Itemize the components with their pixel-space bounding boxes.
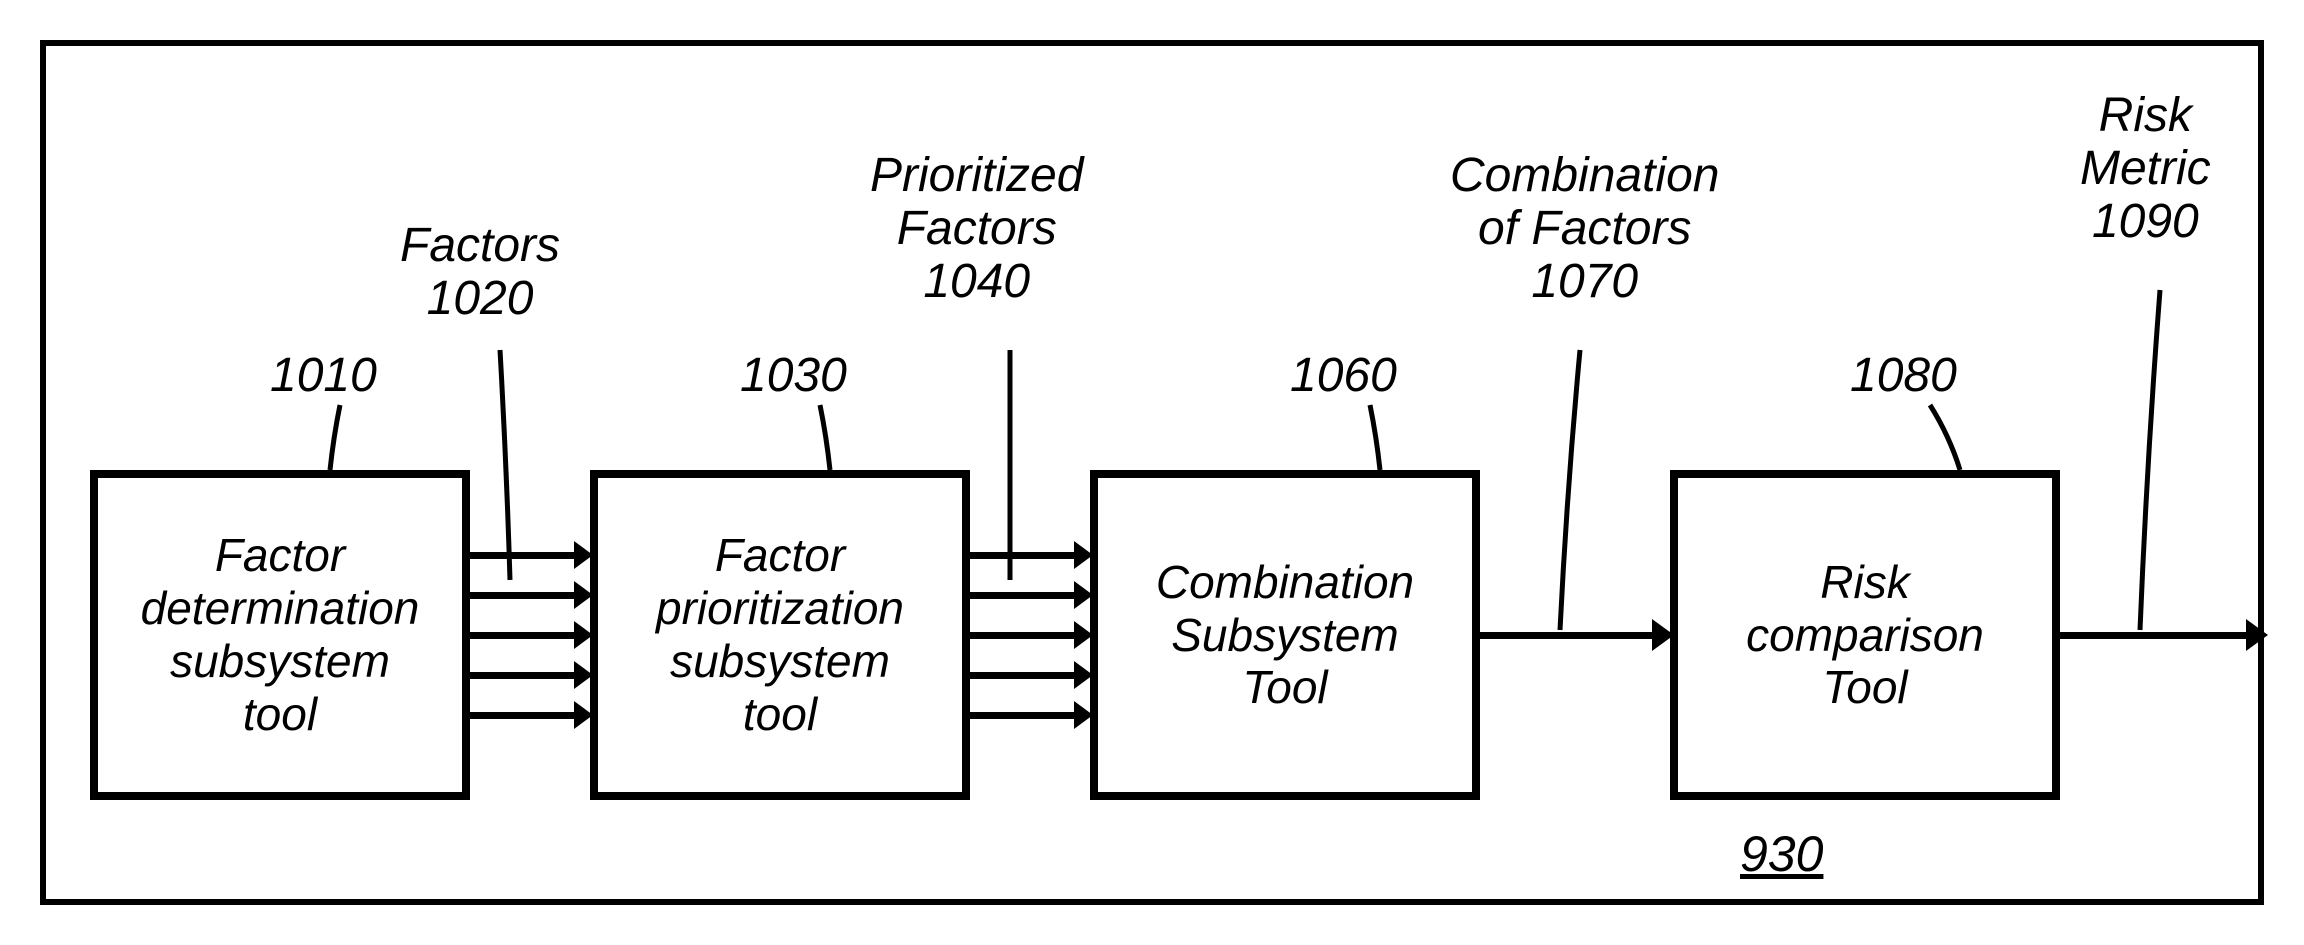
arrow-c12-1 <box>470 592 590 599</box>
arrow-shaft <box>970 672 1076 679</box>
arrow-shaft <box>2060 632 2248 639</box>
arrow-head-icon <box>1074 701 1093 729</box>
arrow-head-icon <box>574 701 593 729</box>
arrow-head-icon <box>574 661 593 689</box>
annotation-a1040: Prioritized Factors 1040 <box>870 150 1083 308</box>
arrow-shaft <box>470 552 576 559</box>
arrow-shaft <box>970 712 1076 719</box>
figure-ref-number: 930 <box>1740 825 1823 883</box>
arrow-head-icon <box>2246 619 2268 651</box>
block-label: Factor prioritization subsystem tool <box>656 529 904 741</box>
block-b4: Risk comparison Tool <box>1670 470 2060 800</box>
arrow-c4o-0 <box>2060 632 2264 639</box>
arrow-c23-0 <box>970 552 1090 559</box>
arrow-head-icon <box>1074 581 1093 609</box>
annotation-a1030: 1030 <box>740 350 847 403</box>
arrow-head-icon <box>1074 541 1093 569</box>
annotation-a1020: Factors 1020 <box>400 220 560 326</box>
annotation-a1090: Risk Metric 1090 <box>2080 90 2211 248</box>
arrow-shaft <box>470 672 576 679</box>
arrow-head-icon <box>574 541 593 569</box>
diagram-container: Factor determination subsystem tool Facto… <box>20 20 2284 925</box>
arrow-c23-3 <box>970 672 1090 679</box>
arrow-c23-4 <box>970 712 1090 719</box>
arrow-c12-3 <box>470 672 590 679</box>
annotation-a1070: Combination of Factors 1070 <box>1450 150 1719 308</box>
arrow-c23-2 <box>970 632 1090 639</box>
arrow-shaft <box>970 632 1076 639</box>
block-label: Combination Subsystem Tool <box>1156 556 1414 715</box>
arrow-shaft <box>970 552 1076 559</box>
arrow-head-icon <box>574 621 593 649</box>
block-b1: Factor determination subsystem tool <box>90 470 470 800</box>
arrow-head-icon <box>1074 661 1093 689</box>
arrow-c23-1 <box>970 592 1090 599</box>
arrow-c12-0 <box>470 552 590 559</box>
arrow-shaft <box>1480 632 1654 639</box>
arrow-c34-0 <box>1480 632 1670 639</box>
block-label: Risk comparison Tool <box>1746 556 1984 715</box>
block-b3: Combination Subsystem Tool <box>1090 470 1480 800</box>
annotation-a1080: 1080 <box>1850 350 1957 403</box>
arrow-head-icon <box>1074 621 1093 649</box>
arrow-shaft <box>470 592 576 599</box>
block-label: Factor determination subsystem tool <box>141 529 420 741</box>
block-b2: Factor prioritization subsystem tool <box>590 470 970 800</box>
arrow-shaft <box>470 712 576 719</box>
arrow-shaft <box>970 592 1076 599</box>
arrow-head-icon <box>574 581 593 609</box>
annotation-a1060: 1060 <box>1290 350 1397 403</box>
arrow-c12-2 <box>470 632 590 639</box>
arrow-shaft <box>470 632 576 639</box>
arrow-head-icon <box>1652 619 1674 651</box>
annotation-a1010: 1010 <box>270 350 377 403</box>
arrow-c12-4 <box>470 712 590 719</box>
